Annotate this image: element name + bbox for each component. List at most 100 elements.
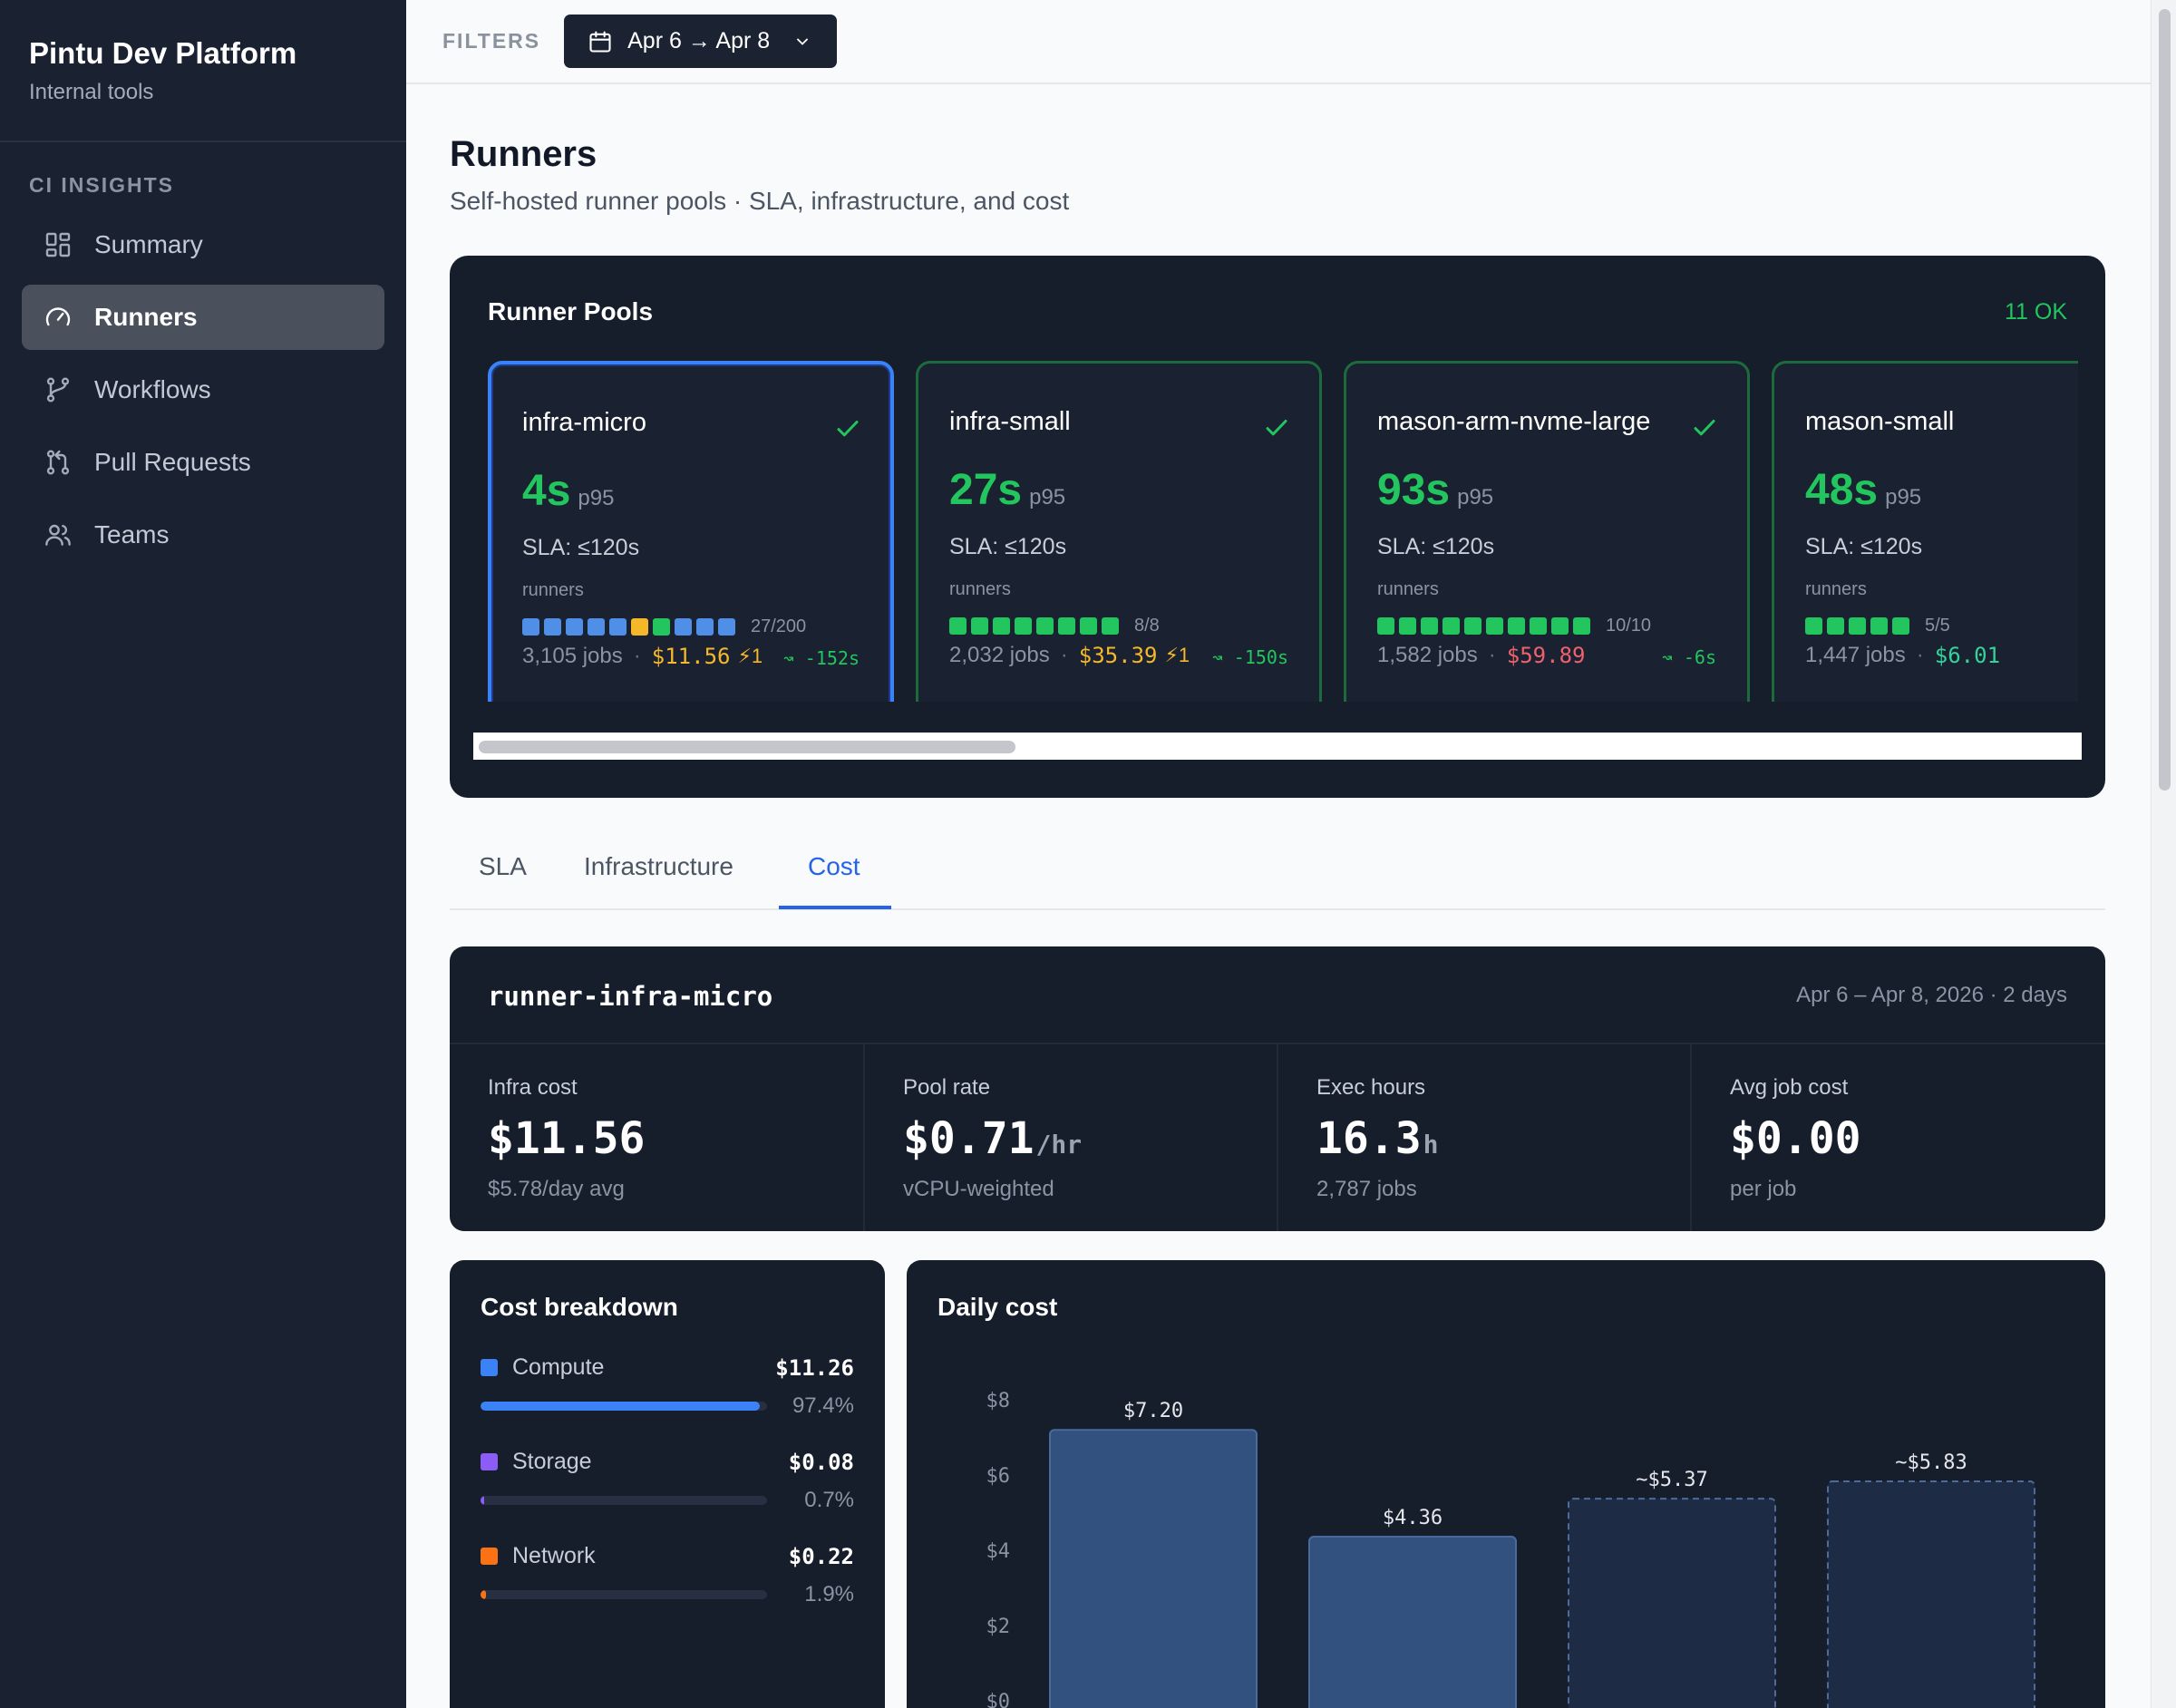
metric-number: $0.00 (1730, 1113, 1861, 1164)
date-range-picker[interactable]: Apr 6 → Apr 8 (564, 15, 838, 68)
daily-cost-card: Daily cost $0 $2 $4 $6 $8 $7.20 $4.36 ~$5.37 ~$5… (907, 1260, 2105, 1708)
sidebar-nav: Summary Runners Workflows Pull Requests … (0, 212, 406, 568)
separator: · (1060, 643, 1068, 667)
y-tick-label: $2 (986, 1616, 1011, 1638)
sidebar-item-teams[interactable]: Teams (22, 502, 384, 568)
runner-square (1573, 617, 1590, 635)
p95-label: p95 (578, 486, 615, 510)
job-count: 1,447 jobs (1805, 643, 1906, 667)
breakdown-percent: 0.7% (804, 1488, 854, 1512)
runner-square (1036, 617, 1054, 635)
runner-pools-panel: Runner Pools 11 OK infra-micro 4s p95 SLA: … (450, 256, 2105, 798)
pool-carousel-scrollbar[interactable] (473, 733, 2082, 760)
runner-square (1102, 617, 1119, 635)
runner-squares: 8/8 (949, 616, 1160, 636)
brand-title: Pintu Dev Platform (29, 36, 297, 70)
pool-card-stats: 1,447 jobs · $6.01 (1805, 643, 2000, 668)
sidebar-item-label: Pull Requests (94, 448, 251, 476)
page-scrollbar[interactable] (2151, 0, 2176, 1708)
runner-square (544, 618, 561, 636)
calendar-icon (589, 30, 611, 53)
breakdown-bar-row: 1.9% (481, 1582, 854, 1607)
filter-bar: FILTERS Apr 6 → Apr 8 (406, 0, 2151, 84)
runner-square (1399, 617, 1416, 635)
brand: Pintu Dev Platform Internal tools (0, 0, 406, 142)
pool-card-infra-micro[interactable]: infra-micro 4s p95 SLA: ≤120s runners 27/200 3… (488, 361, 894, 702)
sidebar-item-workflows[interactable]: Workflows (22, 357, 384, 422)
runner-squares: 5/5 (1805, 616, 1950, 636)
tab-cost[interactable]: Cost (808, 852, 860, 880)
pull-request-icon (46, 450, 70, 475)
runner-square (1508, 617, 1525, 635)
metric-note: 2,787 jobs (1316, 1177, 1417, 1201)
pool-card-mason-small[interactable]: mason-small 48s p95 SLA: ≤120s runners 5/5 1,4… (1772, 361, 2078, 702)
estimated-cost-bar (1568, 1498, 1776, 1708)
runner-square (1805, 617, 1822, 635)
nav-section-label: CI INSIGHTS (29, 173, 175, 197)
runner-tabs: SLA Infrastructure Cost (450, 825, 2105, 910)
breakdown-item-compute: Compute $11.26 97.4% (481, 1354, 854, 1445)
pool-card-name: mason-small (1805, 407, 1955, 436)
breakdown-bar-row: 97.4% (481, 1393, 854, 1419)
job-count: 3,105 jobs (522, 644, 623, 668)
daily-cost-title: Daily cost (937, 1293, 1058, 1321)
sidebar-item-label: Runners (94, 303, 198, 331)
sidebar-item-runners[interactable]: Runners (22, 285, 384, 350)
breakdown-bar-row: 0.7% (481, 1488, 854, 1513)
bar-value-label: $7.20 (1123, 1400, 1183, 1422)
metric-infra-cost: Infra cost $11.56 $5.78/day avg (450, 1044, 863, 1231)
breakdown-bar-track (481, 1402, 767, 1411)
metric-note: $5.78/day avg (488, 1177, 625, 1201)
runner-square (1892, 617, 1909, 635)
runner-count: 10/10 (1606, 616, 1652, 636)
runner-pools-title: Runner Pools (488, 297, 654, 325)
cost-breakdown-card: Cost breakdown Compute $11.26 97.4% Storage… (450, 1260, 885, 1708)
runner-count: 27/200 (751, 616, 807, 636)
separator: · (633, 644, 641, 668)
daily-cost-bar (1049, 1429, 1258, 1708)
tab-infrastructure[interactable]: Infrastructure (584, 852, 733, 880)
runner-square (609, 618, 627, 636)
metric-label: Avg job cost (1730, 1075, 1849, 1100)
runner-square (1464, 617, 1481, 635)
pool-card-p95: 48s p95 (1805, 465, 1921, 515)
users-icon (45, 524, 71, 546)
legend-swatch (481, 1359, 498, 1376)
sidebar-item-summary[interactable]: Summary (22, 212, 384, 277)
runner-square (1870, 617, 1888, 635)
y-tick-label: $8 (986, 1390, 1011, 1412)
tab-sla[interactable]: SLA (479, 852, 527, 880)
date-range-value: Apr 6 → Apr 8 (627, 28, 771, 53)
breakdown-bar-track (481, 1496, 767, 1505)
sidebar-item-pull-requests[interactable]: Pull Requests (22, 430, 384, 495)
page-subtitle: Self-hosted runner pools · SLA, infrastr… (450, 187, 1070, 215)
cost-breakdown-title: Cost breakdown (481, 1293, 678, 1321)
pool-card-sla: SLA: ≤120s (949, 534, 1067, 559)
p95-delta: ↝ -150s (1211, 646, 1288, 668)
pool-card-sla: SLA: ≤120s (1805, 534, 1923, 559)
runner-count: 5/5 (1925, 616, 1950, 636)
breakdown-bar-fill (481, 1402, 760, 1411)
breakdown-item-storage: Storage $0.08 0.7% (481, 1449, 854, 1539)
y-tick-label: $4 (986, 1540, 1011, 1563)
runner-square (522, 618, 539, 636)
pool-card-mason-arm-nvme-large[interactable]: mason-arm-nvme-large 93s p95 SLA: ≤120s runn… (1344, 361, 1750, 702)
bolt-badge: ⚡1 (737, 645, 763, 667)
runner-square (1486, 617, 1503, 635)
metric-value: $11.56 (488, 1113, 863, 1164)
runner-square (1530, 617, 1547, 635)
check-icon (837, 421, 859, 437)
pool-card-sla: SLA: ≤120s (522, 535, 640, 560)
pool-card-runners-label: runners (1377, 579, 1439, 599)
runner-square (1080, 617, 1097, 635)
pool-card-runners-label: runners (949, 579, 1011, 599)
page-scrollbar-thumb[interactable] (2159, 9, 2171, 791)
daily-cost-bar (1308, 1536, 1517, 1708)
pool-card-stats: 2,032 jobs · $35.39 ⚡1 (949, 643, 1190, 668)
pool-card-p95: 4s p95 (522, 466, 614, 516)
pool-card-infra-small[interactable]: infra-small 27s p95 SLA: ≤120s runners 8/8 2,0… (916, 361, 1322, 702)
y-tick-label: $0 (986, 1691, 1011, 1708)
breakdown-label-group: Compute (481, 1354, 604, 1381)
metric-number: $0.71 (903, 1113, 1035, 1164)
pool-carousel-scrollbar-thumb[interactable] (479, 741, 1015, 753)
